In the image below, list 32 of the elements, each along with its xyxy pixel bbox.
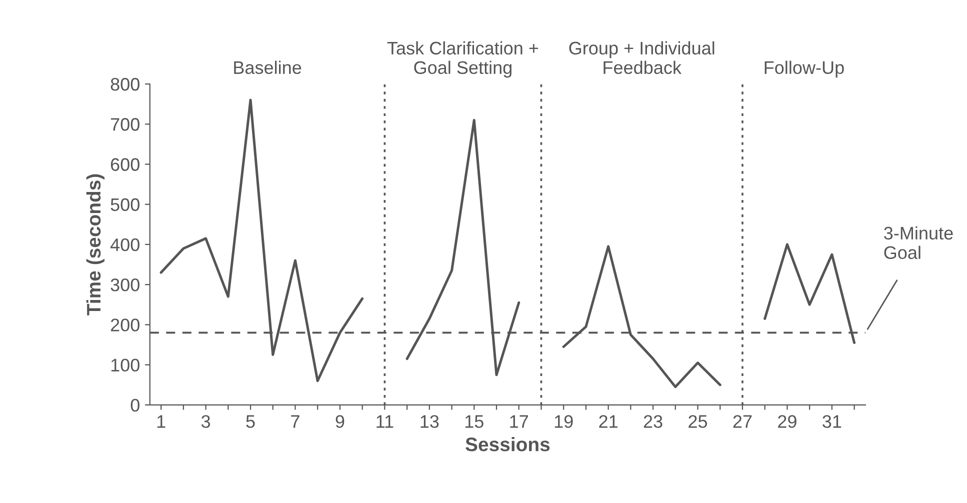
x-tick-label: 19 — [554, 415, 573, 428]
x-tick-label: 15 — [465, 415, 484, 428]
x-tick-label: 17 — [510, 415, 528, 428]
y-tick-label: 200 — [110, 318, 140, 332]
ref-line-label: 3-Minute Goal — [884, 226, 953, 260]
x-tick-label: 29 — [778, 415, 796, 428]
text: Follow-Up — [764, 60, 844, 78]
x-tick-label: 23 — [644, 415, 662, 428]
y-tick-label: 800 — [110, 78, 140, 91]
x-tick-label: 25 — [688, 415, 708, 428]
x-tick-label: 7 — [291, 415, 300, 428]
y-tick-label: 300 — [110, 278, 140, 292]
x-tick-label: 9 — [336, 415, 344, 428]
y-tick-label: 100 — [111, 358, 140, 372]
y-tick-label: 700 — [110, 118, 140, 131]
x-tick-label: 3 — [201, 415, 210, 428]
x-axis-title: Sessions — [466, 437, 550, 452]
x-tick-label: 5 — [246, 415, 255, 428]
y-tick-label: 0 — [130, 398, 140, 412]
x-tick-label: 11 — [376, 415, 394, 428]
x-tick-label: 31 — [822, 415, 842, 428]
y-tick-label: 500 — [110, 198, 140, 212]
x-tick-label: 27 — [733, 415, 752, 428]
x-tick-label: 21 — [599, 415, 618, 428]
text: Task Clarification + Goal Setting — [387, 41, 538, 78]
text: Baseline — [234, 60, 302, 74]
y-tick-label: 600 — [110, 158, 140, 171]
x-tick-label: 1 — [157, 415, 166, 428]
x-tick-label: 13 — [420, 415, 439, 428]
text: Group + Individual Feedback — [569, 41, 714, 74]
y-tick-label: 400 — [110, 238, 140, 252]
y-axis-title: Time (seconds) — [86, 174, 104, 316]
